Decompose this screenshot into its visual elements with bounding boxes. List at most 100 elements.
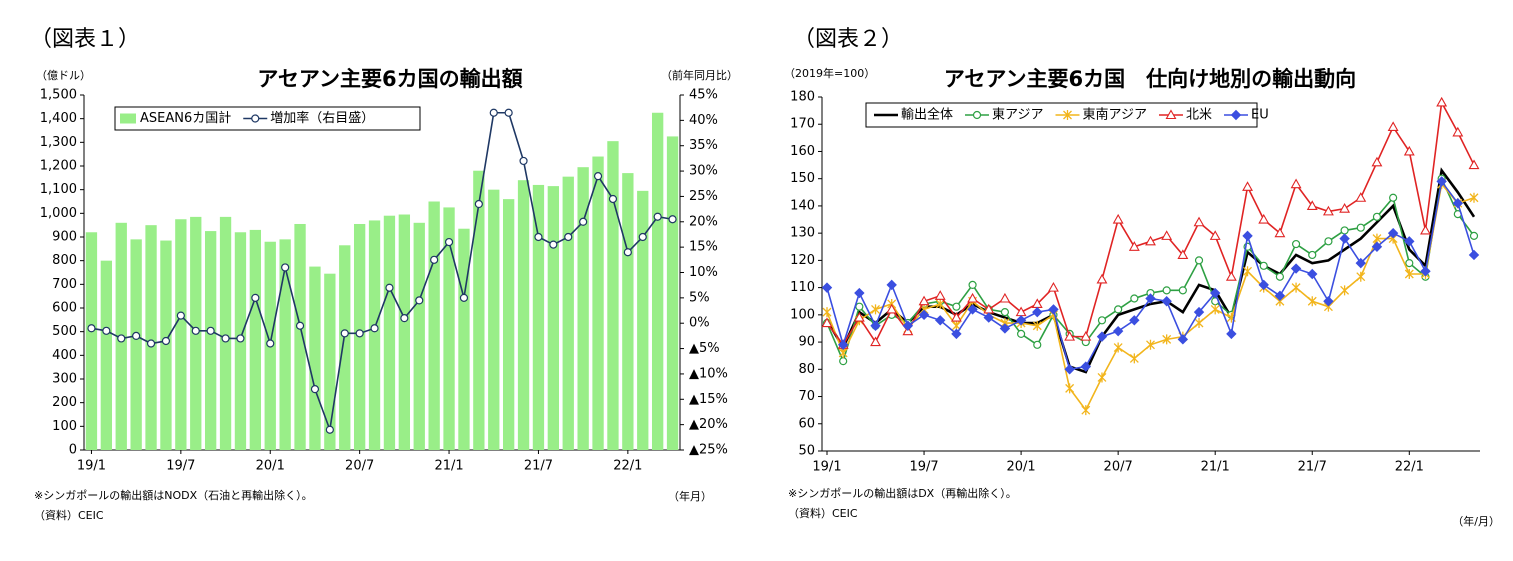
- y-tick-label: 300: [52, 372, 77, 387]
- marker: [1096, 331, 1108, 342]
- marker: [117, 334, 126, 343]
- marker: [191, 326, 200, 335]
- bar: [309, 266, 321, 450]
- y-tick-label: 140: [790, 198, 815, 213]
- marker: [1162, 286, 1171, 295]
- bar: [175, 219, 187, 450]
- y-tick-label: 100: [52, 419, 77, 434]
- marker: [1096, 273, 1108, 284]
- marker: [967, 292, 979, 303]
- marker: [1274, 227, 1286, 238]
- y-tick-label: 1,000: [40, 206, 77, 221]
- bar: [339, 245, 351, 450]
- y2-tick-label: ▲5%: [689, 341, 720, 356]
- bar: [279, 239, 291, 450]
- y-tick-label: 500: [52, 324, 77, 339]
- marker: [564, 232, 573, 242]
- marker: [1323, 296, 1334, 307]
- marker: [1033, 340, 1042, 349]
- bar: [607, 141, 619, 450]
- bar: [532, 184, 545, 450]
- x-tick-label: 20/7: [345, 459, 374, 474]
- marker: [1210, 304, 1220, 315]
- legend-marker: [1230, 109, 1242, 121]
- legend-label: ASEAN6カ国計: [140, 110, 231, 126]
- marker: [385, 283, 394, 292]
- source: （資料）CEIC: [788, 506, 858, 520]
- marker: [132, 331, 141, 340]
- marker: [1112, 213, 1124, 224]
- y2-tick-label: 15%: [689, 240, 718, 255]
- marker: [999, 292, 1011, 303]
- bar: [130, 239, 142, 450]
- y2-tick-label: 35%: [689, 138, 718, 153]
- marker: [967, 304, 978, 315]
- marker: [1339, 233, 1350, 244]
- marker: [1113, 342, 1123, 353]
- marker: [1468, 159, 1480, 170]
- marker: [1468, 249, 1480, 261]
- marker: [1161, 230, 1173, 240]
- marker: [1193, 306, 1205, 318]
- x-tick-label: 21/1: [434, 459, 463, 474]
- marker: [1129, 315, 1140, 326]
- marker: [1339, 203, 1351, 213]
- legend-marker: [1165, 109, 1177, 120]
- y2-tick-label: 25%: [689, 189, 718, 204]
- marker: [1355, 192, 1367, 202]
- y2-tick-label: 5%: [689, 290, 710, 305]
- marker: [1065, 383, 1075, 394]
- marker: [1146, 339, 1155, 350]
- marker: [1291, 239, 1301, 249]
- bar: [85, 232, 98, 450]
- y-tick-label: 0: [69, 443, 77, 458]
- marker: [415, 296, 424, 305]
- marker: [1032, 320, 1042, 331]
- marker: [935, 315, 946, 326]
- marker: [325, 425, 334, 434]
- x-tick-label: 19/7: [166, 459, 195, 474]
- y-tick-label: 120: [790, 253, 815, 268]
- marker: [1209, 287, 1221, 299]
- marker: [1436, 176, 1447, 187]
- marker: [489, 108, 498, 117]
- y-tick-label: 70: [798, 389, 815, 404]
- bar: [428, 201, 440, 450]
- marker: [1000, 308, 1010, 317]
- marker: [444, 237, 454, 247]
- marker: [1306, 200, 1318, 210]
- marker: [1322, 205, 1334, 216]
- bar: [517, 180, 530, 450]
- marker: [1162, 334, 1172, 345]
- y2-tick-label: ▲25%: [689, 443, 728, 458]
- marker: [999, 323, 1011, 334]
- y-tick-label: 600: [52, 301, 77, 316]
- marker: [266, 339, 275, 348]
- marker: [221, 334, 230, 343]
- bar: [502, 199, 515, 450]
- legend-label: 東アジア: [992, 107, 1043, 123]
- marker: [1161, 296, 1172, 307]
- marker: [430, 255, 439, 264]
- x-tick-label: 22/1: [1395, 460, 1424, 475]
- marker: [176, 311, 185, 320]
- marker: [1097, 316, 1107, 325]
- marker: [1243, 266, 1253, 277]
- marker: [1015, 315, 1027, 326]
- bar: [577, 167, 589, 450]
- x-tick-label: 21/1: [1201, 460, 1230, 475]
- marker: [1048, 281, 1059, 292]
- bar: [249, 229, 262, 450]
- marker: [1355, 257, 1366, 269]
- marker: [968, 280, 977, 289]
- marker: [837, 339, 849, 351]
- marker: [251, 293, 260, 302]
- bar: [368, 220, 381, 450]
- bar: [622, 173, 634, 450]
- marker: [340, 329, 349, 338]
- marker: [1469, 192, 1479, 203]
- source: （資料）CEIC: [34, 508, 104, 522]
- marker: [1404, 269, 1414, 279]
- marker: [1193, 216, 1205, 227]
